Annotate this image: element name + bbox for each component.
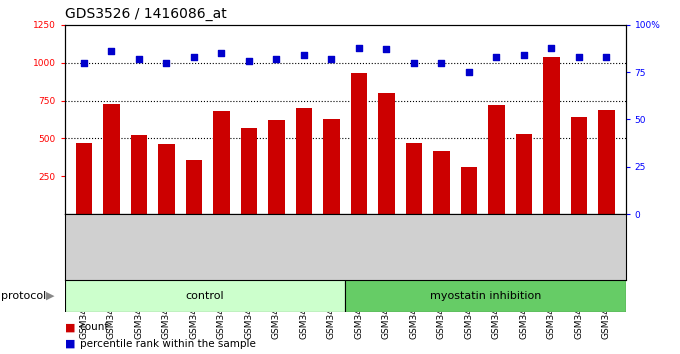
Point [409, 60, 420, 65]
Point [161, 60, 172, 65]
Text: GDS3526 / 1416086_at: GDS3526 / 1416086_at [65, 7, 226, 21]
Text: ■: ■ [65, 322, 75, 332]
Bar [186, 160, 202, 214]
Point [601, 54, 612, 60]
Bar [598, 110, 615, 214]
Point [573, 54, 584, 60]
Bar [351, 73, 367, 214]
Bar [158, 144, 175, 214]
Text: percentile rank within the sample: percentile rank within the sample [80, 339, 256, 349]
Bar [433, 150, 449, 214]
Bar [488, 105, 505, 214]
Point [463, 69, 474, 75]
Bar [131, 135, 147, 214]
Point [436, 60, 447, 65]
Point [299, 52, 309, 58]
Text: protocol: protocol [1, 291, 47, 301]
Bar [296, 108, 312, 214]
Text: ■: ■ [65, 339, 75, 349]
Bar [103, 104, 120, 214]
Bar [543, 57, 560, 214]
Bar [241, 128, 257, 214]
Text: count: count [80, 322, 109, 332]
Point [188, 54, 199, 60]
Bar [345, 280, 626, 312]
Point [106, 48, 117, 54]
Bar [515, 134, 532, 214]
Bar [460, 167, 477, 214]
Point [326, 56, 337, 62]
Point [546, 45, 557, 50]
Bar [65, 280, 345, 312]
Bar [378, 93, 394, 214]
Point [381, 47, 392, 52]
Bar [405, 143, 422, 214]
Point [216, 50, 227, 56]
Text: control: control [186, 291, 224, 301]
Point [271, 56, 282, 62]
Bar [571, 117, 587, 214]
Point [78, 60, 89, 65]
Bar [213, 111, 230, 214]
Point [243, 58, 254, 64]
Text: myostatin inhibition: myostatin inhibition [430, 291, 541, 301]
Point [354, 45, 364, 50]
Point [518, 52, 529, 58]
Point [133, 56, 144, 62]
Bar [323, 119, 339, 214]
Bar [75, 143, 92, 214]
Text: ▶: ▶ [46, 291, 54, 301]
Bar [268, 120, 285, 214]
Point [491, 54, 502, 60]
